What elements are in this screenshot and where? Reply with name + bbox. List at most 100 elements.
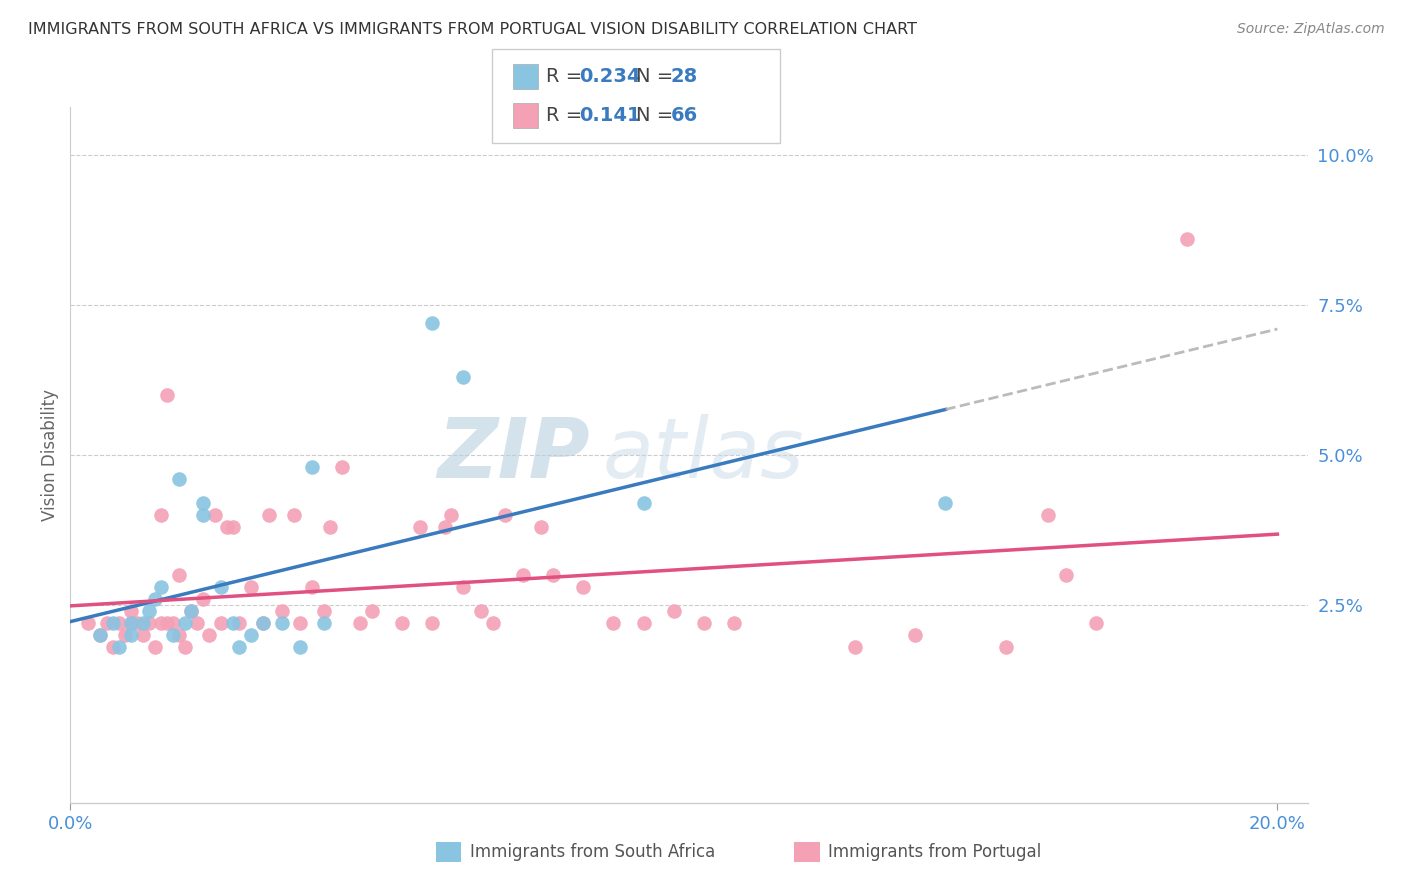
Point xyxy=(101,615,124,630)
Point xyxy=(693,615,716,630)
Text: R =: R = xyxy=(546,67,588,87)
Point xyxy=(174,615,197,630)
Point xyxy=(288,640,311,654)
Point xyxy=(77,615,100,630)
Point xyxy=(143,640,166,654)
Point xyxy=(319,520,342,534)
Point xyxy=(149,508,172,522)
Point xyxy=(283,508,305,522)
Point xyxy=(723,615,745,630)
Text: N =: N = xyxy=(636,67,679,87)
Point xyxy=(228,640,250,654)
Point xyxy=(222,520,245,534)
Point xyxy=(132,628,155,642)
Point xyxy=(228,615,250,630)
Point xyxy=(494,508,516,522)
Point xyxy=(312,604,335,618)
Point xyxy=(301,580,323,594)
Text: IMMIGRANTS FROM SOUTH AFRICA VS IMMIGRANTS FROM PORTUGAL VISION DISABILITY CORRE: IMMIGRANTS FROM SOUTH AFRICA VS IMMIGRAN… xyxy=(28,22,917,37)
Point xyxy=(240,628,263,642)
Text: 0.234: 0.234 xyxy=(579,67,641,87)
Point xyxy=(162,615,184,630)
Point xyxy=(433,520,456,534)
Point xyxy=(138,604,160,618)
Y-axis label: Vision Disability: Vision Disability xyxy=(41,389,59,521)
Text: 0.141: 0.141 xyxy=(579,105,641,125)
Point xyxy=(288,615,311,630)
Point xyxy=(114,628,136,642)
Point xyxy=(259,508,281,522)
Point xyxy=(252,615,274,630)
Point xyxy=(143,591,166,606)
Text: atlas: atlas xyxy=(602,415,804,495)
Point xyxy=(132,615,155,630)
Point xyxy=(191,496,214,510)
Point xyxy=(138,615,160,630)
Point xyxy=(270,604,292,618)
Point xyxy=(312,615,335,630)
Text: R =: R = xyxy=(546,105,595,125)
Point xyxy=(330,459,353,474)
Point xyxy=(349,615,371,630)
Point xyxy=(149,615,172,630)
Point xyxy=(633,615,655,630)
Point xyxy=(252,615,274,630)
Text: N =: N = xyxy=(636,105,679,125)
Point xyxy=(662,604,685,618)
Point xyxy=(240,580,263,594)
Point xyxy=(191,508,214,522)
Point xyxy=(994,640,1017,654)
Point xyxy=(167,567,190,582)
Point xyxy=(1175,232,1198,246)
Point xyxy=(1036,508,1059,522)
Point xyxy=(530,520,553,534)
Point xyxy=(125,615,148,630)
Point xyxy=(602,615,624,630)
Point xyxy=(120,615,142,630)
Point xyxy=(191,591,214,606)
Point xyxy=(180,604,202,618)
Point xyxy=(422,615,444,630)
Point xyxy=(451,370,474,384)
Point xyxy=(451,580,474,594)
Point xyxy=(470,604,492,618)
Point xyxy=(572,580,595,594)
Point xyxy=(120,604,142,618)
Point xyxy=(541,567,564,582)
Point xyxy=(270,615,292,630)
Point xyxy=(120,615,142,630)
Point xyxy=(156,615,179,630)
Point xyxy=(101,640,124,654)
Point xyxy=(174,640,197,654)
Point xyxy=(204,508,226,522)
Point xyxy=(301,459,323,474)
Text: 28: 28 xyxy=(671,67,697,87)
Point xyxy=(198,628,221,642)
Point xyxy=(180,604,202,618)
Point xyxy=(186,615,208,630)
Point xyxy=(481,615,503,630)
Point xyxy=(89,628,111,642)
Point xyxy=(1085,615,1108,630)
Point xyxy=(107,615,129,630)
Point xyxy=(361,604,384,618)
Point xyxy=(167,628,190,642)
Point xyxy=(89,628,111,642)
Text: Immigrants from Portugal: Immigrants from Portugal xyxy=(828,843,1042,861)
Point xyxy=(96,615,118,630)
Point xyxy=(633,496,655,510)
Point xyxy=(439,508,461,522)
Point xyxy=(162,628,184,642)
Text: Source: ZipAtlas.com: Source: ZipAtlas.com xyxy=(1237,22,1385,37)
Point xyxy=(209,615,232,630)
Point xyxy=(120,628,142,642)
Text: Immigrants from South Africa: Immigrants from South Africa xyxy=(470,843,714,861)
Point xyxy=(904,628,927,642)
Point xyxy=(1054,567,1077,582)
Point xyxy=(167,472,190,486)
Point xyxy=(107,640,129,654)
Point xyxy=(512,567,534,582)
Point xyxy=(209,580,232,594)
Point xyxy=(844,640,866,654)
Point xyxy=(422,316,444,330)
